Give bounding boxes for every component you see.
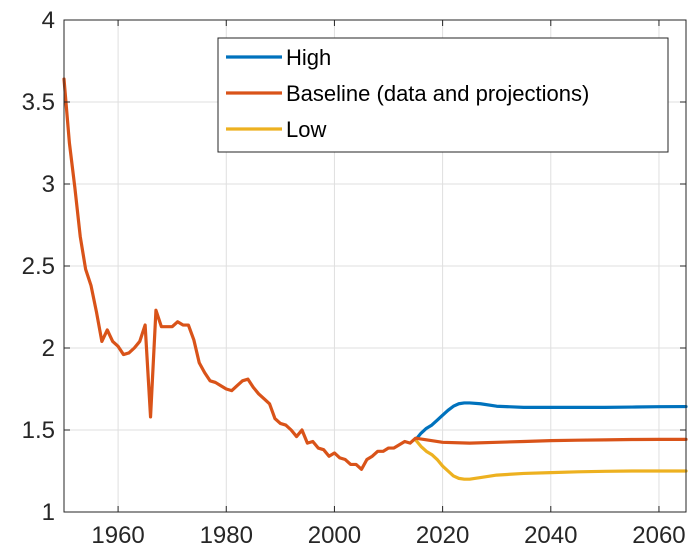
x-tick-label: 2020 bbox=[416, 522, 469, 549]
y-tick-label: 3.5 bbox=[22, 89, 55, 116]
y-tick-label: 1.5 bbox=[22, 417, 55, 444]
legend-box bbox=[217, 37, 669, 153]
axis-ticks bbox=[64, 19, 686, 513]
x-tick-label: 2000 bbox=[308, 522, 361, 549]
x-tick-label: 2060 bbox=[632, 522, 685, 549]
x-tick-label: 2040 bbox=[524, 522, 577, 549]
y-tick-label: 2.5 bbox=[22, 253, 55, 280]
tick-labels: 1960 1980 2000 2020 2040 2060 1 1.5 2 2.5 3 3.5 4 bbox=[22, 7, 686, 549]
series-line-low bbox=[413, 438, 688, 481]
x-tick-label: 1960 bbox=[91, 522, 144, 549]
legend-label-baseline: Baseline (data and projections) bbox=[286, 81, 589, 106]
y-tick-label: 4 bbox=[42, 7, 55, 34]
series-line-high bbox=[413, 401, 688, 442]
series-line-baseline bbox=[62, 77, 688, 471]
legend: High Baseline (data and projections) Low bbox=[217, 37, 669, 153]
series-lines bbox=[62, 77, 688, 481]
y-tick-label: 1 bbox=[42, 499, 55, 526]
x-tick-label: 1980 bbox=[200, 522, 253, 549]
legend-label-high: High bbox=[286, 45, 331, 70]
y-tick-label: 3 bbox=[42, 171, 55, 198]
legend-label-low: Low bbox=[286, 117, 326, 142]
y-tick-label: 2 bbox=[42, 335, 55, 362]
